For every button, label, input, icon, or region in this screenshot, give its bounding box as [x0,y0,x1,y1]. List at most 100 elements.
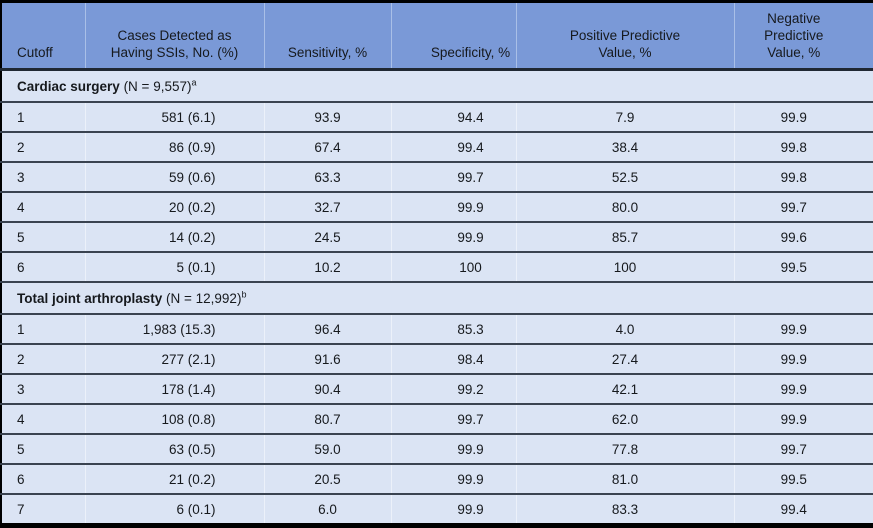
section-name: Cardiac surgery [17,78,120,94]
col-header-ppv: Positive Predictive Value, % [515,1,734,71]
table-row: 5 14 (0.2) 24.5 99.9 85.7 99.6 [1,221,873,252]
cell-specificity: 99.4 [390,131,516,162]
col-header-specificity: Specificity, % [390,1,516,71]
section-footnote-marker: a [191,77,197,87]
table-row: 3 178 (1.4) 90.4 99.2 42.1 99.9 [1,373,873,404]
cell-cases: 108 (0.8) [84,403,264,434]
cell-ppv: 80.0 [515,191,734,222]
cell-npv: 99.9 [733,403,873,434]
cell-npv: 99.6 [733,221,873,252]
table-row: 2 277 (2.1) 91.6 98.4 27.4 99.9 [1,343,873,374]
cell-specificity: 99.9 [390,433,516,464]
cell-cutoff: 4 [1,191,85,222]
cell-ppv: 83.3 [515,493,734,526]
cell-cases: 1,983 (15.3) [84,313,264,344]
col-header-npv: Negative Predictive Value, % [733,1,873,71]
table-body: Cardiac surgery (N = 9,557)a 1 581 (6.1) 93… [1,69,873,526]
cell-sensitivity: 91.6 [263,343,391,374]
cell-ppv: 77.8 [515,433,734,464]
cell-sensitivity: 67.4 [263,131,391,162]
cell-cutoff: 1 [1,101,85,132]
cell-npv: 99.5 [733,463,873,494]
table-row: 6 21 (0.2) 20.5 99.9 81.0 99.5 [1,463,873,494]
section-header-row: Cardiac surgery (N = 9,557)a [1,69,873,102]
cell-cases: 86 (0.9) [84,131,264,162]
cell-cutoff: 2 [1,343,85,374]
cell-ppv: 100 [515,251,734,282]
cell-specificity: 99.7 [390,161,516,192]
cell-sensitivity: 20.5 [263,463,391,494]
cell-specificity: 100 [390,251,516,282]
cell-sensitivity: 10.2 [263,251,391,282]
col-header-cutoff: Cutoff [1,1,85,71]
cell-cutoff: 5 [1,433,85,464]
section-name: Total joint arthroplasty [17,290,163,306]
section-count: (N = 9,557) [119,78,192,94]
cell-specificity: 85.3 [390,313,516,344]
cell-cutoff: 1 [1,313,85,344]
cell-cutoff: 6 [1,251,85,282]
cell-ppv: 85.7 [515,221,734,252]
cell-cutoff: 6 [1,463,85,494]
table-header: Cutoff Cases Detected as Having SSIs, No… [1,1,873,71]
cell-cases: 6 (0.1) [84,493,264,526]
cell-cases: 20 (0.2) [84,191,264,222]
cell-npv: 99.9 [733,373,873,404]
section-count: (N = 12,992) [162,290,242,306]
cell-cutoff: 2 [1,131,85,162]
cell-cases: 21 (0.2) [84,463,264,494]
table-row: 5 63 (0.5) 59.0 99.9 77.8 99.7 [1,433,873,464]
section-header-row: Total joint arthroplasty (N = 12,992)b [1,281,873,314]
cell-cases: 63 (0.5) [84,433,264,464]
cell-cases: 581 (6.1) [84,101,264,132]
cell-ppv: 27.4 [515,343,734,374]
cell-cutoff: 5 [1,221,85,252]
cell-cutoff: 4 [1,403,85,434]
cell-sensitivity: 59.0 [263,433,391,464]
cell-ppv: 52.5 [515,161,734,192]
cell-sensitivity: 90.4 [263,373,391,404]
cell-ppv: 7.9 [515,101,734,132]
cell-cutoff: 7 [1,493,85,526]
cell-ppv: 81.0 [515,463,734,494]
section-footnote-marker: b [241,289,247,299]
header-row: Cutoff Cases Detected as Having SSIs, No… [1,1,873,71]
cell-ppv: 42.1 [515,373,734,404]
cell-specificity: 99.2 [390,373,516,404]
cell-cases: 14 (0.2) [84,221,264,252]
cell-specificity: 98.4 [390,343,516,374]
cell-npv: 99.8 [733,161,873,192]
table-row: 1 581 (6.1) 93.9 94.4 7.9 99.9 [1,101,873,132]
cell-specificity: 99.7 [390,403,516,434]
cell-specificity: 99.9 [390,463,516,494]
table-row: 1 1,983 (15.3) 96.4 85.3 4.0 99.9 [1,313,873,344]
cell-cases: 277 (2.1) [84,343,264,374]
cell-npv: 99.9 [733,313,873,344]
cell-cases: 178 (1.4) [84,373,264,404]
cell-sensitivity: 24.5 [263,221,391,252]
cell-sensitivity: 32.7 [263,191,391,222]
cell-sensitivity: 63.3 [263,161,391,192]
cell-sensitivity: 93.9 [263,101,391,132]
cell-cutoff: 3 [1,373,85,404]
cell-npv: 99.4 [733,493,873,526]
col-header-cases: Cases Detected as Having SSIs, No. (%) [84,1,264,71]
cell-sensitivity: 6.0 [263,493,391,526]
cell-ppv: 38.4 [515,131,734,162]
cell-cases: 59 (0.6) [84,161,264,192]
cell-npv: 99.7 [733,433,873,464]
cell-cutoff: 3 [1,161,85,192]
cell-sensitivity: 96.4 [263,313,391,344]
cell-ppv: 4.0 [515,313,734,344]
cell-specificity: 99.9 [390,493,516,526]
cell-sensitivity: 80.7 [263,403,391,434]
cell-specificity: 99.9 [390,221,516,252]
table-row: 4 108 (0.8) 80.7 99.7 62.0 99.9 [1,403,873,434]
cell-specificity: 99.9 [390,191,516,222]
section-title: Cardiac surgery (N = 9,557)a [1,69,873,102]
section-title: Total joint arthroplasty (N = 12,992)b [1,281,873,314]
